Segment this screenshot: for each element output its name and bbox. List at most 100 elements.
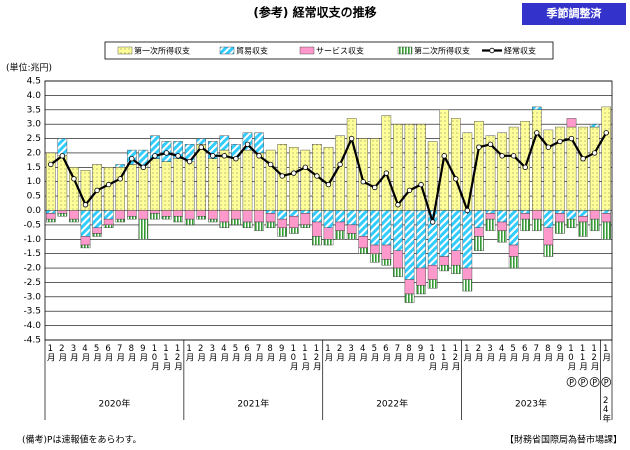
- bar: [601, 221, 612, 240]
- bar: [520, 218, 531, 231]
- bar: [555, 221, 565, 234]
- bar: [242, 149, 253, 211]
- bar: [103, 210, 114, 220]
- y-tick-label: -1.5: [23, 249, 41, 259]
- bar: [312, 221, 322, 237]
- bar: [173, 158, 183, 211]
- bar: [254, 152, 264, 211]
- x-tick-label: 2月: [335, 344, 345, 362]
- bar: [335, 230, 345, 240]
- x-tick-label: 7月: [392, 344, 402, 362]
- bar: [184, 210, 195, 220]
- line-point: [198, 144, 204, 150]
- line-point: [418, 181, 424, 188]
- x-tick-label: 3月: [68, 344, 78, 362]
- bar: [589, 218, 600, 231]
- bar: [369, 244, 380, 254]
- x-tick-label: 6月: [242, 344, 252, 362]
- bar: [566, 218, 577, 228]
- y-tick-label: 2.0: [27, 148, 42, 158]
- bar: [57, 210, 68, 214]
- note-mark: P: [604, 378, 609, 387]
- bar: [161, 210, 172, 217]
- bar: [439, 210, 450, 257]
- line-point: [534, 130, 540, 136]
- bar: [404, 210, 415, 280]
- legend-label: 経常収支: [504, 46, 536, 56]
- legend-swatch: [299, 46, 315, 55]
- x-tick-label: 9月: [416, 344, 426, 362]
- bar: [80, 236, 91, 246]
- x-tick-label: 5月: [369, 344, 379, 362]
- line-point: [510, 153, 517, 159]
- bar: [450, 118, 461, 211]
- line-point: [175, 153, 181, 159]
- x-tick-label: 6月: [520, 344, 530, 362]
- bar: [335, 221, 345, 231]
- bar: [138, 210, 149, 220]
- x-tick-label: 9月: [554, 344, 564, 362]
- bar: [450, 264, 461, 275]
- x-tick-label: 3月: [485, 344, 495, 362]
- bar: [173, 210, 183, 217]
- bar: [335, 135, 345, 211]
- note-circle: [578, 377, 588, 387]
- note-circle: [589, 377, 600, 387]
- x-tick-label: 10月: [566, 344, 576, 371]
- bar: [312, 236, 322, 246]
- bar: [601, 210, 612, 214]
- legend-swatch: [489, 47, 495, 54]
- x-tick-label: 5月: [508, 344, 518, 362]
- bar: [265, 213, 276, 223]
- bar: [508, 244, 519, 257]
- x-tick-label: 3月: [207, 344, 217, 362]
- note-mark: P: [581, 378, 586, 387]
- x-tick-label: 4月: [358, 344, 368, 362]
- line-point: [210, 153, 216, 159]
- line-point: [453, 176, 459, 182]
- bar: [300, 210, 311, 214]
- x-tick-label: 1月: [462, 344, 472, 362]
- line-point: [94, 187, 100, 194]
- bar: [369, 210, 380, 246]
- legend-box: [104, 41, 554, 60]
- bar: [103, 224, 114, 228]
- x-tick-label: 12月: [173, 344, 183, 371]
- line-point: [464, 207, 471, 214]
- y-tick-label: 1.0: [27, 177, 42, 187]
- x-tick-label: 11月: [300, 344, 310, 371]
- bar: [381, 244, 392, 260]
- x-tick-label: 9月: [138, 344, 148, 362]
- bar: [578, 221, 588, 237]
- y-tick-label: 0.0: [27, 206, 42, 216]
- note: (備考)Pは速報値をあらわす。: [22, 434, 142, 446]
- line-point: [302, 164, 309, 171]
- y-tick-label: 4.0: [27, 91, 42, 101]
- bar: [161, 216, 172, 220]
- bar: [497, 230, 507, 243]
- bar: [92, 233, 102, 237]
- x-tick-label: 7月: [115, 344, 125, 362]
- line-point: [395, 202, 401, 208]
- bar: [219, 135, 230, 151]
- bar: [161, 161, 172, 211]
- bar: [219, 149, 230, 211]
- bar: [450, 250, 461, 266]
- bar: [439, 264, 450, 272]
- bar: [231, 210, 241, 220]
- line-point: [256, 153, 262, 159]
- line-point: [568, 135, 575, 142]
- x-tick-label: 7月: [254, 344, 264, 362]
- bar: [115, 210, 126, 220]
- year-label: 2021年: [237, 398, 269, 410]
- bar: [207, 218, 218, 223]
- y-axis-label: (単位:兆円): [6, 62, 52, 74]
- x-tick-label: 12月: [589, 344, 599, 371]
- bar: [508, 126, 519, 211]
- chart-title: (参考) 経常収支の推移: [253, 5, 376, 20]
- bar: [277, 227, 288, 237]
- line-point: [441, 153, 447, 159]
- bar: [589, 210, 600, 220]
- bar: [173, 216, 183, 223]
- bar: [462, 279, 473, 292]
